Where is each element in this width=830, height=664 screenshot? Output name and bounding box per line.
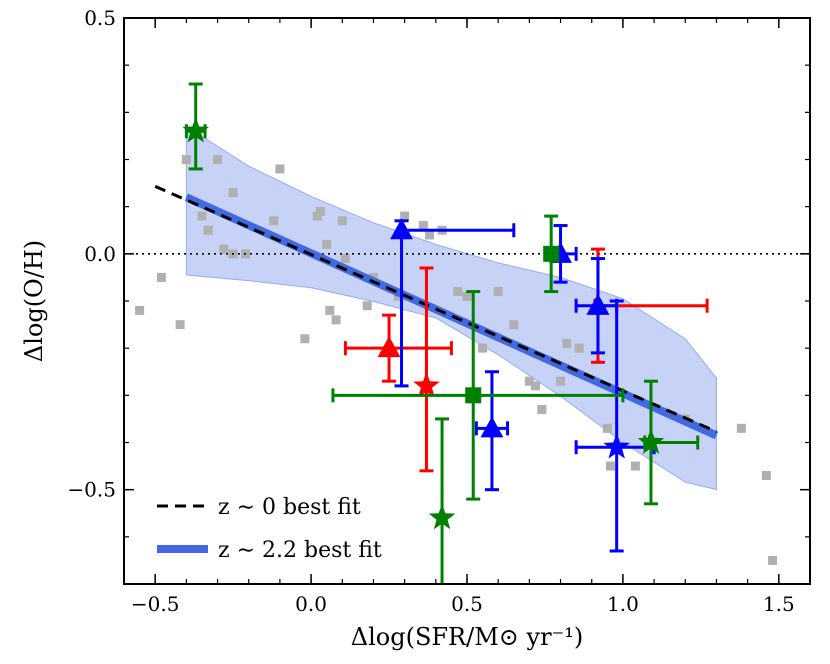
background-point <box>362 301 372 311</box>
background-point <box>275 164 285 174</box>
background-point <box>228 188 238 198</box>
x-tick-label: 0.0 <box>295 592 327 616</box>
x-tick-label: 1.0 <box>607 592 639 616</box>
background-point <box>524 376 534 386</box>
x-axis-label: Δlog(SFR/M⊙ yr⁻¹) <box>351 623 583 651</box>
triangle-marker <box>377 336 401 358</box>
background-point <box>315 206 325 216</box>
background-point <box>337 216 347 226</box>
background-point <box>556 376 566 386</box>
background-point <box>400 211 410 221</box>
z22-fit-line <box>184 193 719 440</box>
square-marker <box>465 387 482 404</box>
legend-label-z22: z ∼ 2.2 best fit <box>218 538 382 563</box>
square-marker <box>543 245 560 262</box>
background-point <box>213 155 223 164</box>
background-point <box>325 305 335 315</box>
star-marker <box>413 371 440 398</box>
background-point <box>300 334 310 344</box>
background-point <box>493 287 503 297</box>
background-point <box>761 471 771 481</box>
background-point <box>219 244 229 254</box>
background-point <box>203 225 213 235</box>
star-marker <box>428 503 456 530</box>
background-point <box>269 216 279 226</box>
background-point <box>181 155 191 164</box>
confidence-band <box>185 125 717 491</box>
x-tick-label: 1.5 <box>763 592 795 616</box>
x-tick-label: 0.5 <box>451 592 483 616</box>
background-point <box>574 343 584 353</box>
background-point <box>537 404 547 414</box>
star-marker <box>637 428 665 454</box>
plot-area <box>124 82 810 584</box>
y-tick-label: 0.5 <box>84 6 116 30</box>
background-point <box>425 230 435 240</box>
legend-label-z0: z ∼ 0 best fit <box>218 495 361 520</box>
background-point <box>562 338 572 348</box>
background-point <box>331 315 341 325</box>
background-point <box>462 291 472 301</box>
background-point <box>340 254 350 264</box>
triangle-marker <box>390 218 413 240</box>
background-point <box>175 320 185 330</box>
background-point <box>736 423 746 433</box>
background-point <box>509 320 519 330</box>
y-axis-label: Δlog(O/H) <box>20 240 48 362</box>
x-tick-label: −0.5 <box>131 592 180 616</box>
background-point <box>197 211 207 221</box>
star-marker <box>182 117 210 143</box>
y-tick-label: 0.0 <box>84 242 116 266</box>
background-point <box>135 305 145 315</box>
background-point <box>478 343 488 353</box>
background-point <box>418 221 428 231</box>
y-tick-label: −0.5 <box>67 478 116 502</box>
background-point <box>322 239 332 249</box>
background-point <box>768 555 778 565</box>
background-point <box>312 211 322 221</box>
background-point <box>602 423 612 433</box>
background-point <box>156 272 166 282</box>
background-point <box>453 287 463 297</box>
background-point <box>630 461 640 471</box>
star-marker <box>603 433 630 459</box>
background-point <box>605 461 615 471</box>
background-point <box>531 381 541 391</box>
triangle-marker <box>480 416 504 438</box>
triangle-marker <box>586 293 610 315</box>
